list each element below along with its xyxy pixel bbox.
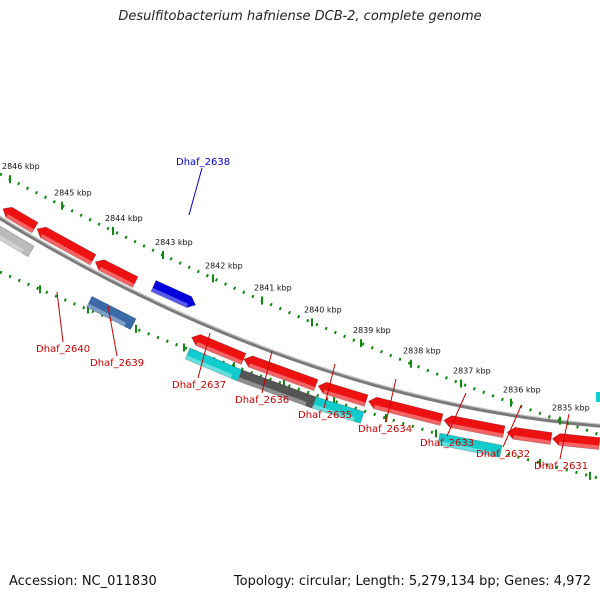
dhaf-2638-leader-line	[188, 167, 203, 216]
dhaf-2634-leader-line	[385, 378, 397, 423]
scale-tick-label: 2841 kbp	[254, 283, 292, 292]
scale-tick-label: 2837 kbp	[453, 367, 491, 376]
gene-dhaf-2633-block-shade	[449, 423, 504, 438]
scale-tick-label: 2839 kbp	[353, 326, 391, 335]
scale-tick-label: 2845 kbp	[54, 189, 92, 198]
gene-reverse-cyan-3	[437, 432, 503, 458]
gene-reverse-steel	[86, 295, 137, 331]
gene-reverse-gray	[237, 369, 317, 409]
dhaf-2640-label: Dhaf_2640	[36, 344, 90, 355]
gene-reverse-cyan-1-shade	[185, 355, 233, 379]
dhaf-2639-leader-line	[107, 305, 118, 357]
gene-dhaf-2636-block-body	[243, 355, 319, 392]
scale-tick-label: 2846 kbp	[2, 162, 40, 171]
gene-dhaf-2635-block	[317, 381, 369, 407]
gene-reverse-light-shade	[0, 232, 24, 253]
dhaf-2636-label: Dhaf_2636	[235, 395, 289, 406]
dhaf-2631-leader-line	[559, 413, 570, 460]
dhaf-2638-label: Dhaf_2638	[176, 157, 230, 168]
genome-backbone	[0, 215, 600, 428]
gene-reverse-light-body	[0, 225, 35, 258]
gene-dhaf-2636-block-shade	[248, 363, 316, 391]
gene-reverse-steel-shade	[86, 303, 127, 327]
gene-reverse-cyan-1	[184, 347, 243, 382]
dhaf-2632-leader-line	[502, 405, 522, 448]
gene-dhaf-2639-block-shade	[40, 234, 93, 266]
gene-dhaf-2640-block	[2, 206, 39, 234]
gene-dhaf-2633-block	[443, 415, 506, 439]
gene-block-red-body	[94, 259, 139, 289]
scale-tick-label: 2838 kbp	[403, 347, 441, 356]
gene-dhaf-2639-block-body	[36, 226, 97, 266]
gene-dhaf-2638-block-body	[150, 279, 197, 308]
gene-dhaf-2638-block	[150, 279, 197, 308]
gene-dhaf-2638-block-shade	[151, 287, 189, 308]
gene-dhaf-2640-block-body	[2, 206, 39, 234]
gene-dhaf-2631-block	[551, 433, 600, 450]
dhaf-2637-label: Dhaf_2637	[172, 380, 226, 391]
scale-tick-label: 2840 kbp	[304, 305, 342, 314]
gene-reverse-cyan-2-shade	[312, 404, 355, 422]
gene-dhaf-2637-block-body	[191, 334, 247, 366]
gene-dhaf-2631-block-shade	[558, 441, 600, 450]
dhaf-2633-leader-line	[446, 392, 467, 437]
gene-reverse-steel-body	[86, 295, 137, 331]
gene-dhaf-2635-block-shade	[323, 389, 366, 407]
dhaf-2631-label: Dhaf_2631	[534, 461, 588, 472]
gene-reverse-cyan-3-shade	[437, 441, 494, 456]
gene-dhaf-2636-block	[243, 355, 319, 392]
gene-reverse-light	[0, 225, 35, 258]
gene-dhaf-2634-block-shade	[373, 404, 442, 426]
scale-tick-label: 2836 kbp	[503, 386, 541, 395]
dhaf-2632-label: Dhaf_2632	[476, 449, 530, 460]
gene-reverse-cyan-1-body	[184, 347, 243, 382]
gene-block-red	[94, 259, 139, 289]
dhaf-2633-label: Dhaf_2633	[420, 438, 474, 449]
gene-dhaf-2640-block-shade	[5, 214, 34, 233]
dhaf-2637-leader-line	[197, 332, 211, 379]
scale-tick-label: 2835 kbp	[552, 404, 590, 413]
dhaf-2635-label: Dhaf_2635	[298, 410, 352, 421]
genome-info-text: Topology: circular; Length: 5,279,134 bp…	[233, 574, 591, 589]
gene-dhaf-2639-block	[36, 226, 97, 266]
gene-partial-edge	[596, 392, 600, 402]
dhaf-2636-leader-line	[261, 350, 273, 394]
map-title: Desulfitobacterium hafniense DCB-2, comp…	[118, 9, 482, 24]
dhaf-2634-label: Dhaf_2634	[358, 424, 412, 435]
accession-text: Accession: NC_011830	[9, 574, 157, 589]
gene-dhaf-2637-block-shade	[195, 341, 243, 365]
gene-reverse-gray-body	[237, 369, 317, 409]
gene-reverse-gray-shade	[237, 377, 307, 406]
scale-tick-label: 2843 kbp	[155, 238, 193, 247]
gene-dhaf-2634-block-body	[367, 396, 444, 427]
dhaf-2639-label: Dhaf_2639	[90, 358, 144, 369]
scale-tick-label: 2842 kbp	[205, 261, 243, 270]
scale-tick-label: 2844 kbp	[105, 214, 143, 223]
dhaf-2635-leader-line	[323, 363, 336, 409]
gene-dhaf-2635-block-body	[317, 381, 369, 407]
gene-dhaf-2634-block	[367, 396, 444, 427]
gene-reverse-cyan-3-body	[437, 432, 503, 458]
gene-dhaf-2632-block-shade	[513, 435, 551, 445]
genome-backbone-highlight	[0, 215, 600, 425]
gene-dhaf-2633-block-body	[443, 415, 506, 439]
dhaf-2640-leader-line	[56, 291, 64, 343]
gene-dhaf-2632-block-body	[506, 426, 553, 445]
gene-dhaf-2637-block	[191, 334, 247, 366]
gene-block-red-shade	[98, 266, 135, 288]
gene-dhaf-2632-block	[506, 426, 553, 445]
